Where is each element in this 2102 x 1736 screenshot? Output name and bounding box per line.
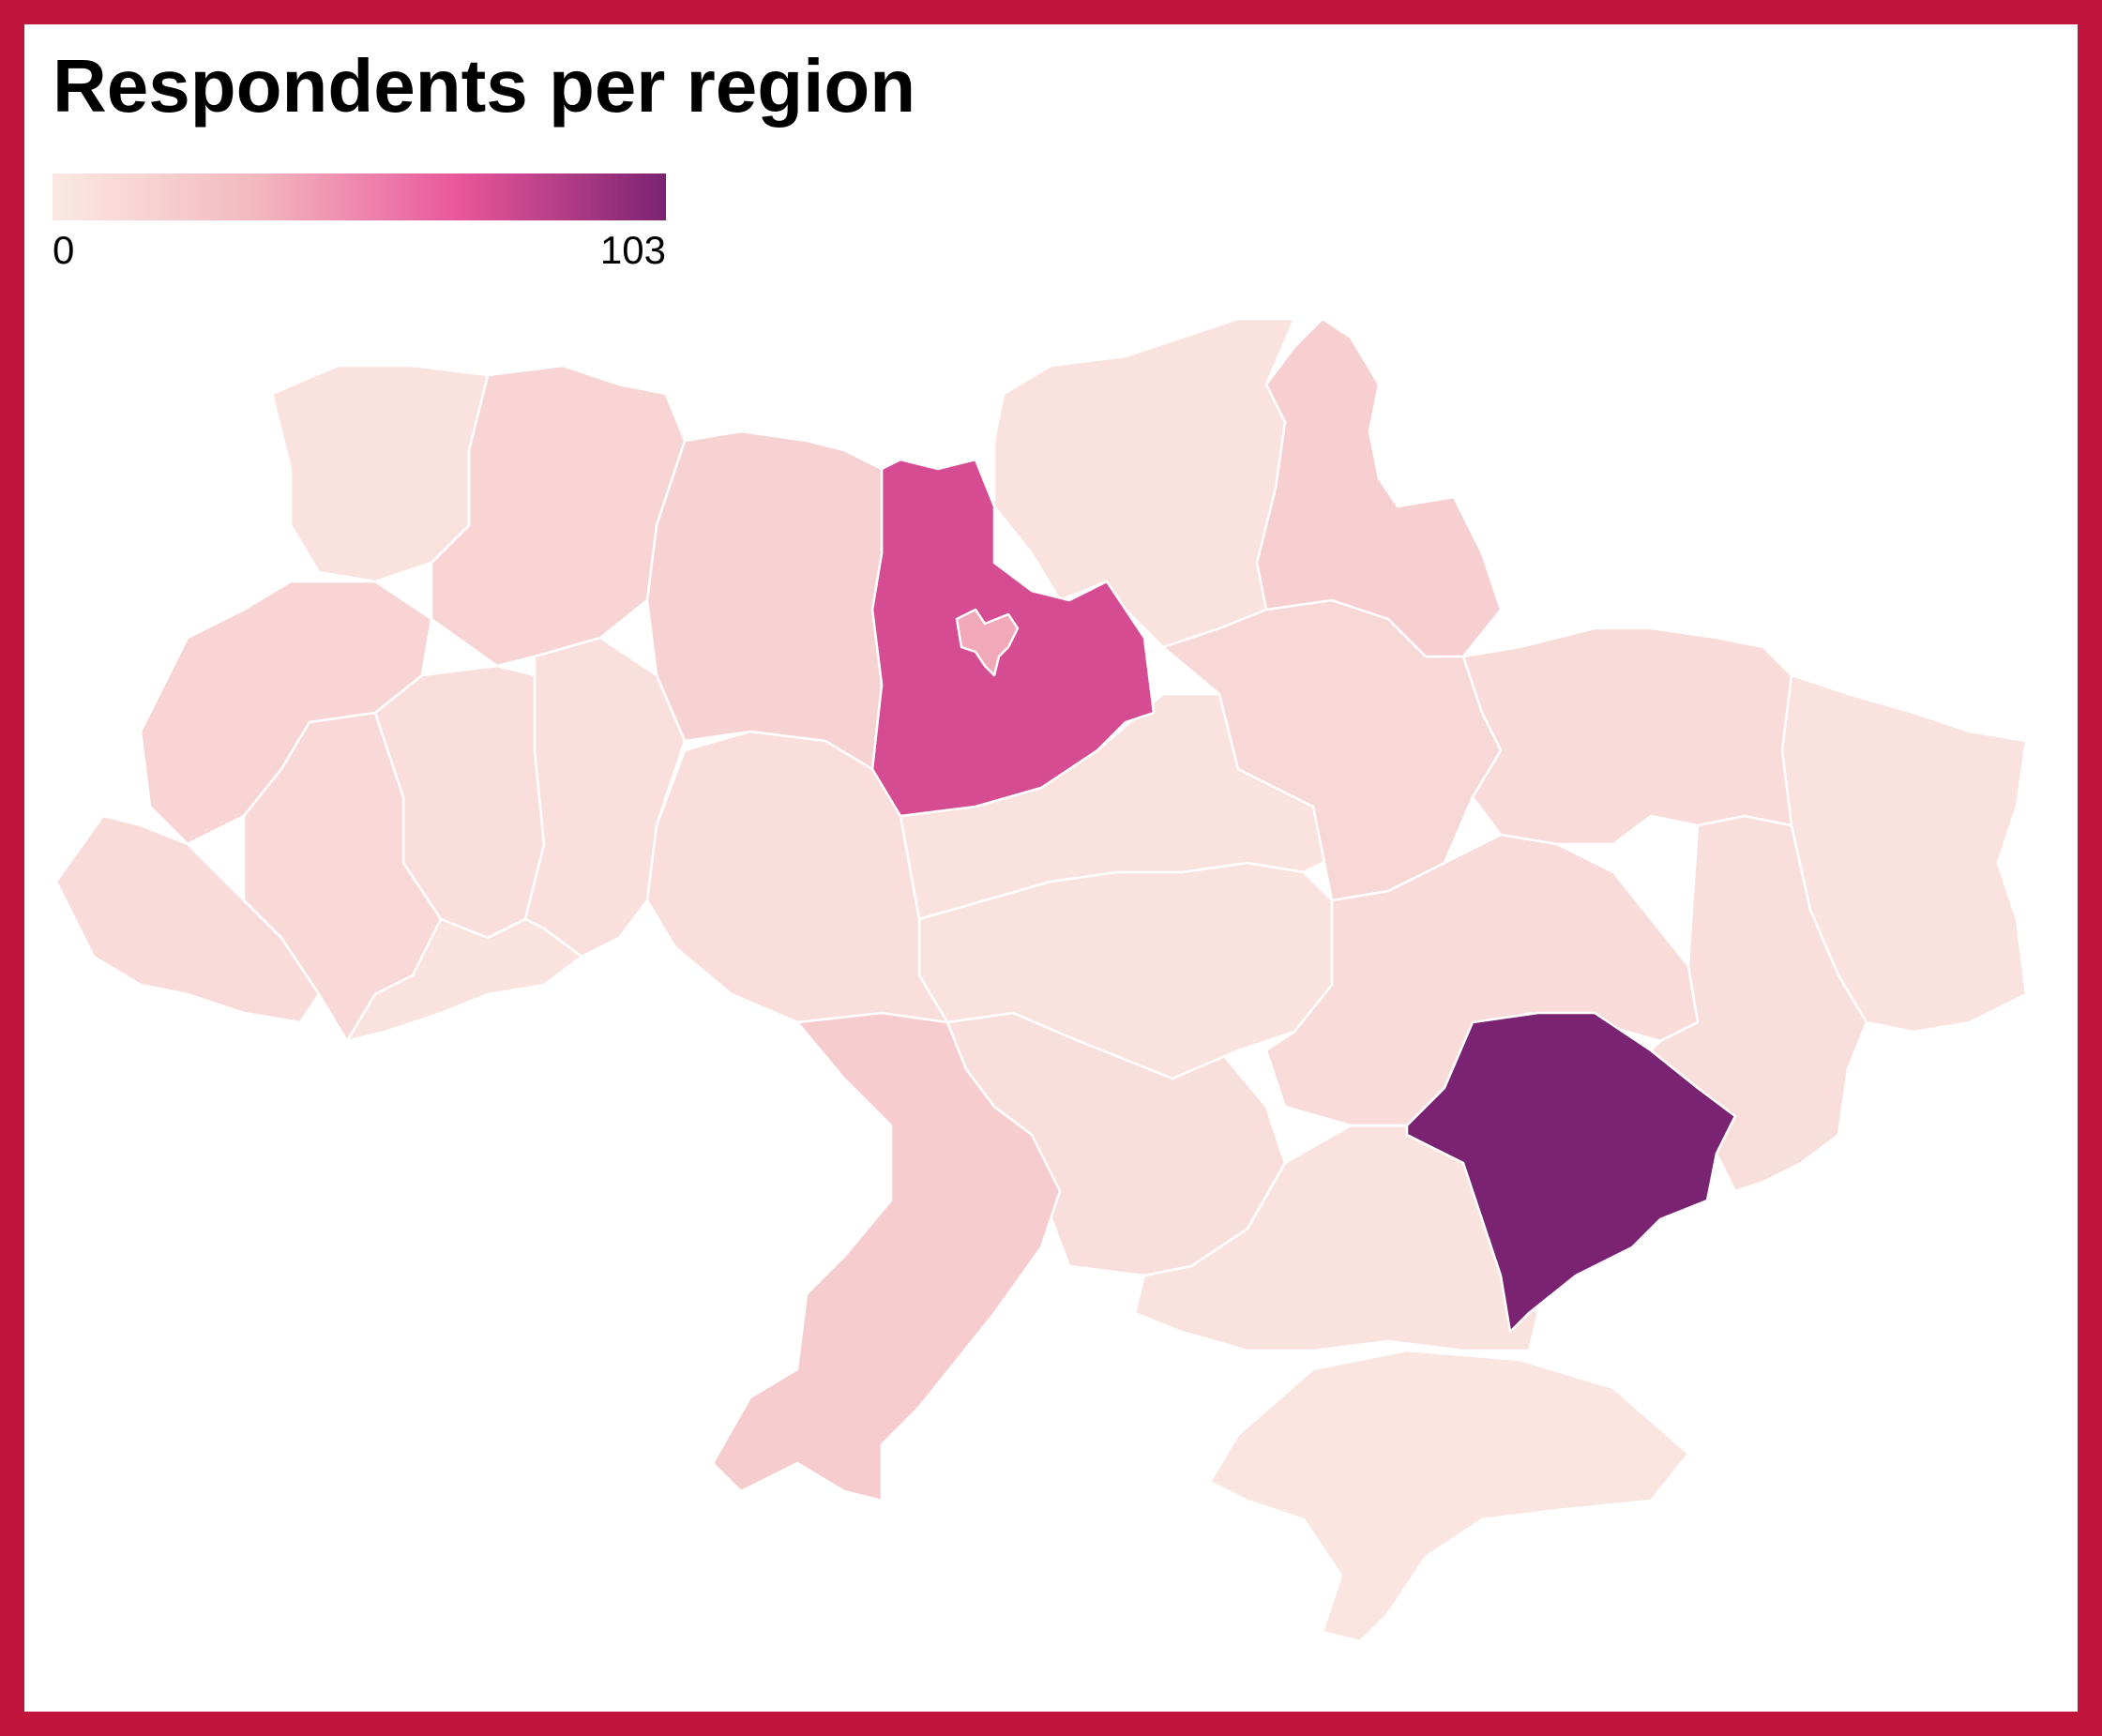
region-zhytomyr[interactable]: [645, 430, 884, 771]
region-zakarpattia[interactable]: [54, 814, 321, 1024]
color-legend: 0 103: [53, 174, 666, 286]
region-khmelnytskyi[interactable]: [523, 636, 687, 959]
legend-min-label: 0: [53, 228, 75, 272]
region-crimea[interactable]: [1208, 1349, 1690, 1643]
map-title: Respondents per region: [53, 44, 916, 128]
region-chernivtsi[interactable]: [345, 917, 583, 1043]
region-volyn[interactable]: [270, 364, 490, 583]
legend-gradient-bar: [53, 174, 666, 220]
region-chernihiv[interactable]: [992, 317, 1296, 649]
region-luhansk[interactable]: [1780, 673, 2028, 1034]
legend-max-label: 103: [599, 228, 666, 272]
region-kharkiv[interactable]: [1461, 626, 1793, 846]
region-sumy[interactable]: [1255, 317, 1503, 658]
region-kyiv-city[interactable]: [955, 608, 1020, 677]
region-odesa[interactable]: [711, 1011, 1062, 1502]
map-regions: [54, 317, 2028, 1643]
